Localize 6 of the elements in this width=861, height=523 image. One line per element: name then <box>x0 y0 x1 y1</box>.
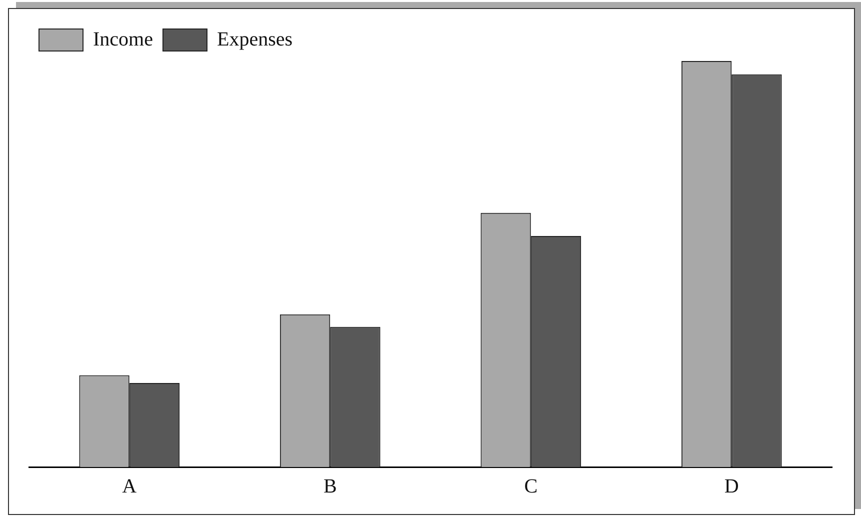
x-tick-label: A <box>122 475 138 498</box>
legend-label: Income <box>93 28 154 50</box>
x-tick-label: B <box>323 475 337 498</box>
x-tick-label: D <box>724 475 739 498</box>
x-tick-label: C <box>524 475 538 498</box>
legend-label: Expenses <box>216 28 293 50</box>
